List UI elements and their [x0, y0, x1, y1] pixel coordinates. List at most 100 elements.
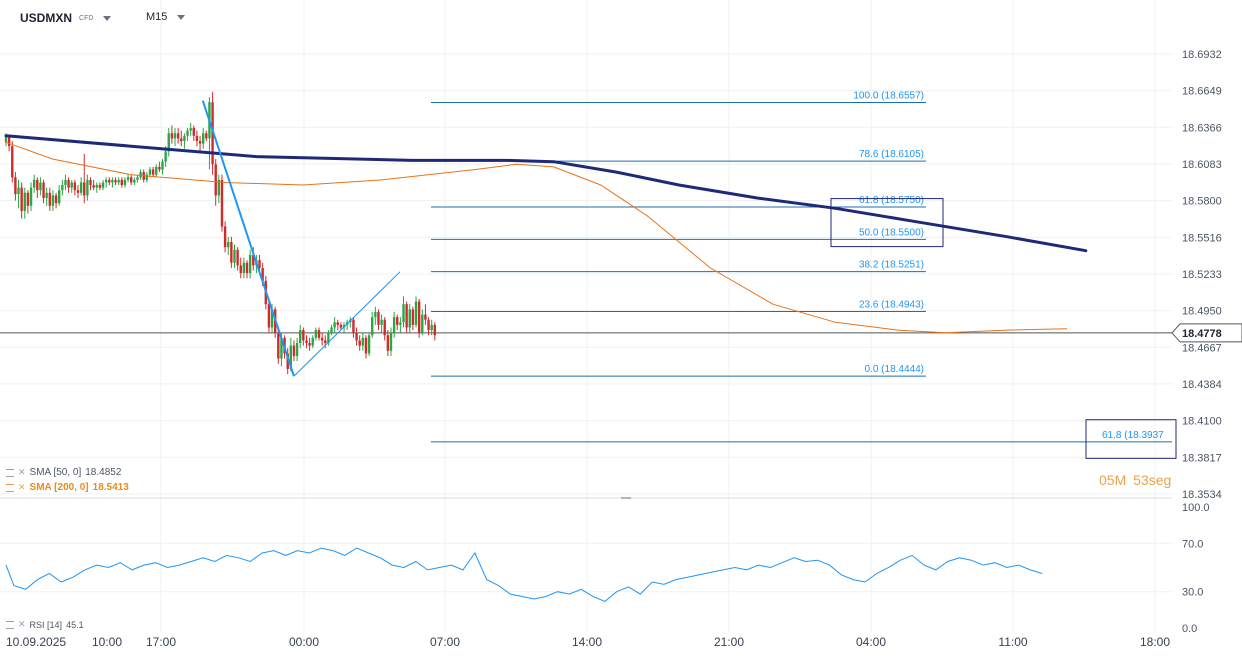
candle-body	[173, 133, 177, 139]
candle-body	[108, 179, 111, 183]
candle-body	[402, 304, 405, 323]
chevron-down-icon[interactable]	[103, 15, 112, 21]
candle-body	[421, 314, 424, 333]
candle-body	[267, 304, 271, 328]
candle-body	[292, 345, 296, 356]
candle-countdown: 05M 53seg	[1099, 472, 1171, 488]
rsi-legend[interactable]: ✕ RSI [14] 45.1	[6, 619, 84, 630]
candle-body	[364, 337, 368, 354]
candle-body	[54, 195, 58, 204]
settings-icon[interactable]	[6, 468, 14, 477]
price-grid	[0, 0, 1172, 632]
price-tick-label: 18.3817	[1182, 452, 1222, 464]
settings-icon[interactable]	[6, 620, 14, 629]
candle-body	[161, 161, 164, 170]
sma50-value: 18.4852	[85, 467, 122, 478]
sma200-legend[interactable]: ✕ SMA [200, 0] 18.5413	[6, 482, 129, 493]
fib-level-label: 23.6 (18.4943)	[859, 300, 924, 311]
symbol-selector[interactable]: USDMXN CFD	[20, 11, 112, 25]
fib-level-label: 0.0 (18.4444)	[865, 364, 925, 375]
price-tick-label: 18.5800	[1182, 196, 1222, 208]
close-icon[interactable]: ✕	[18, 482, 26, 492]
candle-body	[155, 166, 158, 175]
fib-level-label: 78.6 (18.6105)	[859, 149, 924, 160]
candle-body	[86, 179, 89, 196]
sma200-value: 18.5413	[92, 482, 129, 493]
candle-body	[374, 311, 377, 318]
candle-body	[414, 301, 418, 325]
rsi-panel: 100.0 70.0 30.0 0.0	[0, 502, 1210, 635]
candle-body	[79, 182, 83, 193]
sma50-legend[interactable]: ✕ SMA [50, 0] 18.4852	[6, 467, 121, 478]
candle-body	[427, 319, 430, 331]
candle-body	[327, 332, 330, 344]
candle-body	[392, 317, 396, 333]
candle-body	[371, 317, 374, 336]
candle-body	[98, 185, 102, 188]
candle-body	[220, 179, 224, 227]
close-icon[interactable]: ✕	[18, 619, 26, 629]
time-tick-label: 21:00	[714, 635, 744, 649]
candle-body	[70, 182, 73, 188]
candle-body	[64, 179, 67, 186]
candle-body	[261, 267, 264, 281]
price-tick-label: 18.6932	[1182, 49, 1222, 61]
settings-icon[interactable]	[6, 483, 14, 492]
candle-body	[302, 330, 305, 341]
chevron-down-icon[interactable]	[177, 14, 186, 20]
candle-body	[336, 322, 339, 325]
candle-body	[330, 327, 333, 333]
candle-body	[377, 311, 380, 325]
time-tick-label: 11:00	[998, 635, 1027, 649]
candle-body	[148, 169, 152, 175]
candle-body	[151, 169, 155, 175]
candle-body	[248, 254, 252, 274]
candle-body	[51, 195, 55, 206]
pane-resize-handle[interactable]	[621, 497, 631, 499]
candle-body	[389, 332, 393, 351]
sma50-label: SMA [50, 0]	[29, 467, 82, 478]
uptrend-line	[293, 271, 401, 377]
candle-body	[58, 190, 61, 204]
fib-level-label: 38.2 (18.5251)	[859, 260, 924, 271]
candle-body	[20, 187, 23, 211]
candle-body	[186, 130, 189, 136]
candle-body	[183, 135, 186, 142]
price-tick-label: 18.4950	[1182, 306, 1222, 318]
candle-body	[386, 335, 390, 351]
time-tick-label: 17:00	[146, 635, 176, 649]
candle-body	[36, 179, 39, 191]
moving-averages	[4, 134, 1088, 334]
candle-body	[396, 317, 399, 325]
price-axis[interactable]: 18.6932 18.6649 18.6366 18.6083 18.5800 18.55…	[1182, 49, 1222, 501]
rsi-tick-label: 70.0	[1182, 538, 1203, 550]
countdown-minutes: 05	[1099, 472, 1115, 488]
current-price-line: 18.4778	[0, 323, 1242, 343]
price-tick-label: 18.5233	[1182, 269, 1222, 281]
close-icon[interactable]: ✕	[18, 467, 26, 477]
candle-body	[167, 133, 170, 152]
candle-body	[83, 182, 86, 196]
candle-body	[92, 185, 95, 188]
trend-lines[interactable]	[201, 100, 401, 377]
candle-body	[305, 340, 308, 344]
candle-body	[317, 330, 321, 338]
candle-body	[227, 242, 230, 248]
time-tick-label: 18:00	[1140, 635, 1170, 649]
current-price-label: 18.4778	[1182, 328, 1222, 340]
rsi-tick-label: 100.0	[1182, 502, 1210, 514]
price-tick-label: 18.4100	[1182, 416, 1222, 428]
time-axis[interactable]: 10.09.2025 10:00 17:00 00:00 07:00 14:00 21:00…	[6, 635, 1170, 649]
candle-body	[189, 128, 192, 131]
candle-body	[299, 330, 302, 344]
candle-body	[117, 179, 120, 183]
candle-body	[380, 319, 383, 325]
timeframe-selector[interactable]: M15	[146, 11, 186, 23]
candle-body	[205, 133, 208, 139]
candle-body	[120, 179, 124, 186]
fibonacci-retracement[interactable]: 100.0 (18.6557) 78.6 (18.6105) 61.8 (18.57…	[431, 91, 1177, 459]
candle-body	[411, 309, 415, 325]
time-tick-label: 04:00	[856, 635, 886, 649]
candle-body	[17, 187, 20, 195]
